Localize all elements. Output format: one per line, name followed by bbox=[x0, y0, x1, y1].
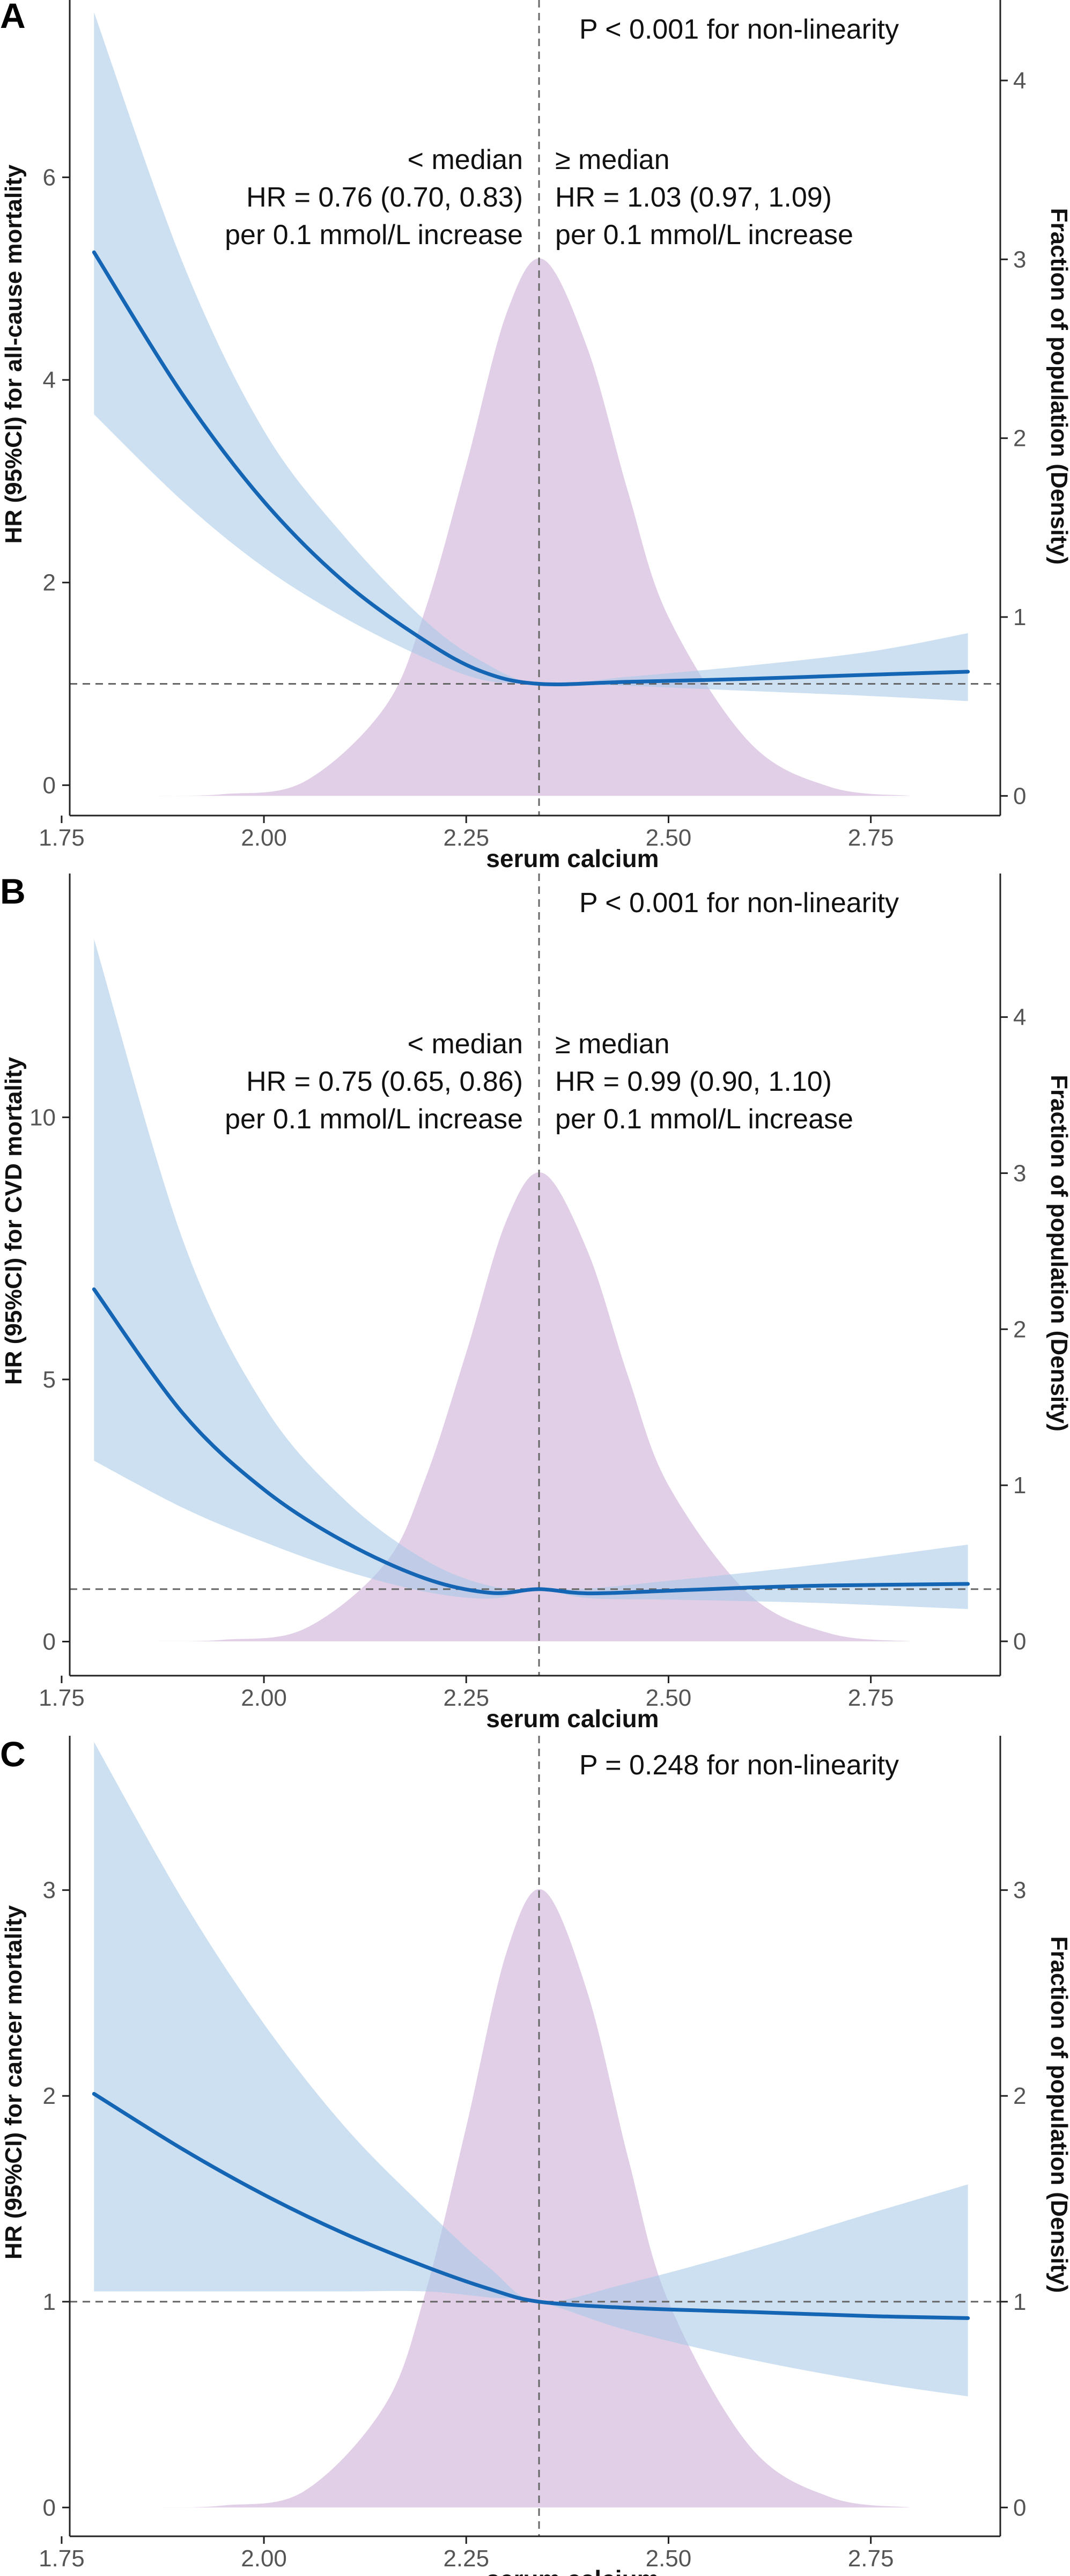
panel-b: 1.75 2.00 2.25 2.50 2.75 0 5 10 0 1 2 3 4 serum calci… bbox=[0, 871, 1070, 1733]
x-tick-label: 2.25 bbox=[443, 1685, 489, 1711]
density-area bbox=[159, 1889, 911, 2508]
right-of-median-text: per 0.1 mmol/L increase bbox=[555, 219, 853, 251]
hr-line bbox=[92, 2091, 970, 2320]
y-axis-title-left: HR (95%CI) for all-cause mortality bbox=[1, 164, 27, 544]
nonlinearity-annotation: P < 0.001 for non-linearity bbox=[579, 14, 899, 45]
left-of-median-text: HR = 0.76 (0.70, 0.83) bbox=[246, 182, 523, 213]
y-tick-label-left: 2 bbox=[43, 2083, 56, 2109]
y-tick-label-right: 2 bbox=[1013, 2083, 1026, 2109]
y-tick-label-right: 0 bbox=[1013, 1628, 1026, 1655]
panel-c: 1.75 2.00 2.25 2.50 2.75 0 1 2 3 0 1 2 3 serum calciu… bbox=[0, 1734, 1070, 2576]
x-tick-label: 1.75 bbox=[39, 825, 85, 851]
right-of-median-text: HR = 0.99 (0.90, 1.10) bbox=[555, 1066, 832, 1097]
y-tick-label-right: 2 bbox=[1013, 425, 1026, 452]
x-tick-label: 1.75 bbox=[39, 2545, 85, 2572]
nonlinearity-annotation: P = 0.248 for non-linearity bbox=[579, 1750, 899, 1781]
x-tick-label: 2.25 bbox=[443, 2545, 489, 2572]
right-of-median-text: per 0.1 mmol/L increase bbox=[555, 1104, 853, 1135]
y-tick-label-left: 6 bbox=[43, 164, 56, 190]
x-tick-label: 2.75 bbox=[848, 2545, 894, 2572]
y-tick-label-right: 3 bbox=[1013, 1877, 1026, 1904]
y-tick-label-left: 0 bbox=[43, 772, 56, 798]
y-tick-label-left: 0 bbox=[43, 1628, 56, 1655]
y-axis-title-right: Fraction of population (Density) bbox=[1046, 1075, 1070, 1432]
left-of-median-text: per 0.1 mmol/L increase bbox=[225, 1104, 523, 1135]
y-tick-label-left: 2 bbox=[43, 570, 56, 596]
x-tick-label: 2.50 bbox=[646, 1685, 692, 1711]
y-tick-label-right: 0 bbox=[1013, 783, 1026, 809]
x-axis-title: serum calcium bbox=[486, 1705, 659, 1733]
y-tick-label-left: 4 bbox=[43, 367, 56, 393]
ci-band bbox=[94, 1742, 968, 2397]
y-tick-label-left: 3 bbox=[43, 1877, 56, 1904]
y-axis-title-left: HR (95%CI) for cancer mortality bbox=[1, 1905, 27, 2259]
y-axis-title-right: Fraction of population (Density) bbox=[1046, 208, 1070, 565]
x-tick-label: 2.00 bbox=[241, 2545, 287, 2572]
right-of-median-text: ≥ median bbox=[555, 144, 670, 175]
y-tick-label-right: 4 bbox=[1013, 1004, 1026, 1031]
left-of-median-text: < median bbox=[408, 144, 523, 175]
x-tick-label: 2.00 bbox=[241, 825, 287, 851]
nonlinearity-annotation: P < 0.001 for non-linearity bbox=[579, 887, 899, 919]
y-tick-label-right: 4 bbox=[1013, 68, 1026, 94]
y-tick-label-right: 3 bbox=[1013, 246, 1026, 273]
x-axis-title: serum calcium bbox=[486, 2565, 659, 2576]
left-of-median-text: < median bbox=[408, 1029, 523, 1060]
right-of-median-text: ≥ median bbox=[555, 1029, 670, 1060]
x-tick-label: 2.25 bbox=[443, 825, 489, 851]
y-tick-label-left: 0 bbox=[43, 2494, 56, 2521]
x-tick-label: 1.75 bbox=[39, 1685, 85, 1711]
y-axis-title-right: Fraction of population (Density) bbox=[1046, 1936, 1070, 2293]
ci-band bbox=[94, 12, 968, 701]
x-tick-label: 2.00 bbox=[241, 1685, 287, 1711]
y-tick-label-right: 1 bbox=[1013, 604, 1026, 630]
y-tick-label-right: 1 bbox=[1013, 2289, 1026, 2315]
x-tick-label: 2.75 bbox=[848, 1685, 894, 1711]
x-tick-label: 2.75 bbox=[848, 825, 894, 851]
left-of-median-text: per 0.1 mmol/L increase bbox=[225, 219, 523, 251]
panel-label: B bbox=[0, 871, 26, 911]
x-tick-label: 2.50 bbox=[646, 2545, 692, 2572]
x-axis-title: serum calcium bbox=[486, 845, 659, 872]
hr-line bbox=[92, 250, 970, 686]
density-area bbox=[159, 1172, 911, 1641]
panel-label: A bbox=[0, 0, 26, 35]
y-tick-label-left: 10 bbox=[29, 1104, 56, 1131]
hr-line bbox=[92, 1287, 970, 1596]
y-tick-label-right: 1 bbox=[1013, 1472, 1026, 1499]
y-tick-label-right: 2 bbox=[1013, 1316, 1026, 1342]
y-tick-label-left: 1 bbox=[43, 2289, 56, 2315]
y-axis-title-left: HR (95%CI) for CVD mortality bbox=[1, 1056, 27, 1385]
y-tick-label-left: 5 bbox=[43, 1367, 56, 1393]
left-of-median-text: HR = 0.75 (0.65, 0.86) bbox=[246, 1066, 523, 1097]
y-tick-label-right: 0 bbox=[1013, 2494, 1026, 2521]
panel-label: C bbox=[0, 1734, 26, 1774]
x-tick-label: 2.50 bbox=[646, 825, 692, 851]
density-area bbox=[159, 258, 911, 796]
panel-a: 1.75 2.00 2.25 2.50 2.75 0 2 4 6 0 1 2 3 4 serum calci… bbox=[0, 0, 1070, 872]
y-tick-label-right: 3 bbox=[1013, 1160, 1026, 1186]
right-of-median-text: HR = 1.03 (0.97, 1.09) bbox=[555, 182, 832, 213]
